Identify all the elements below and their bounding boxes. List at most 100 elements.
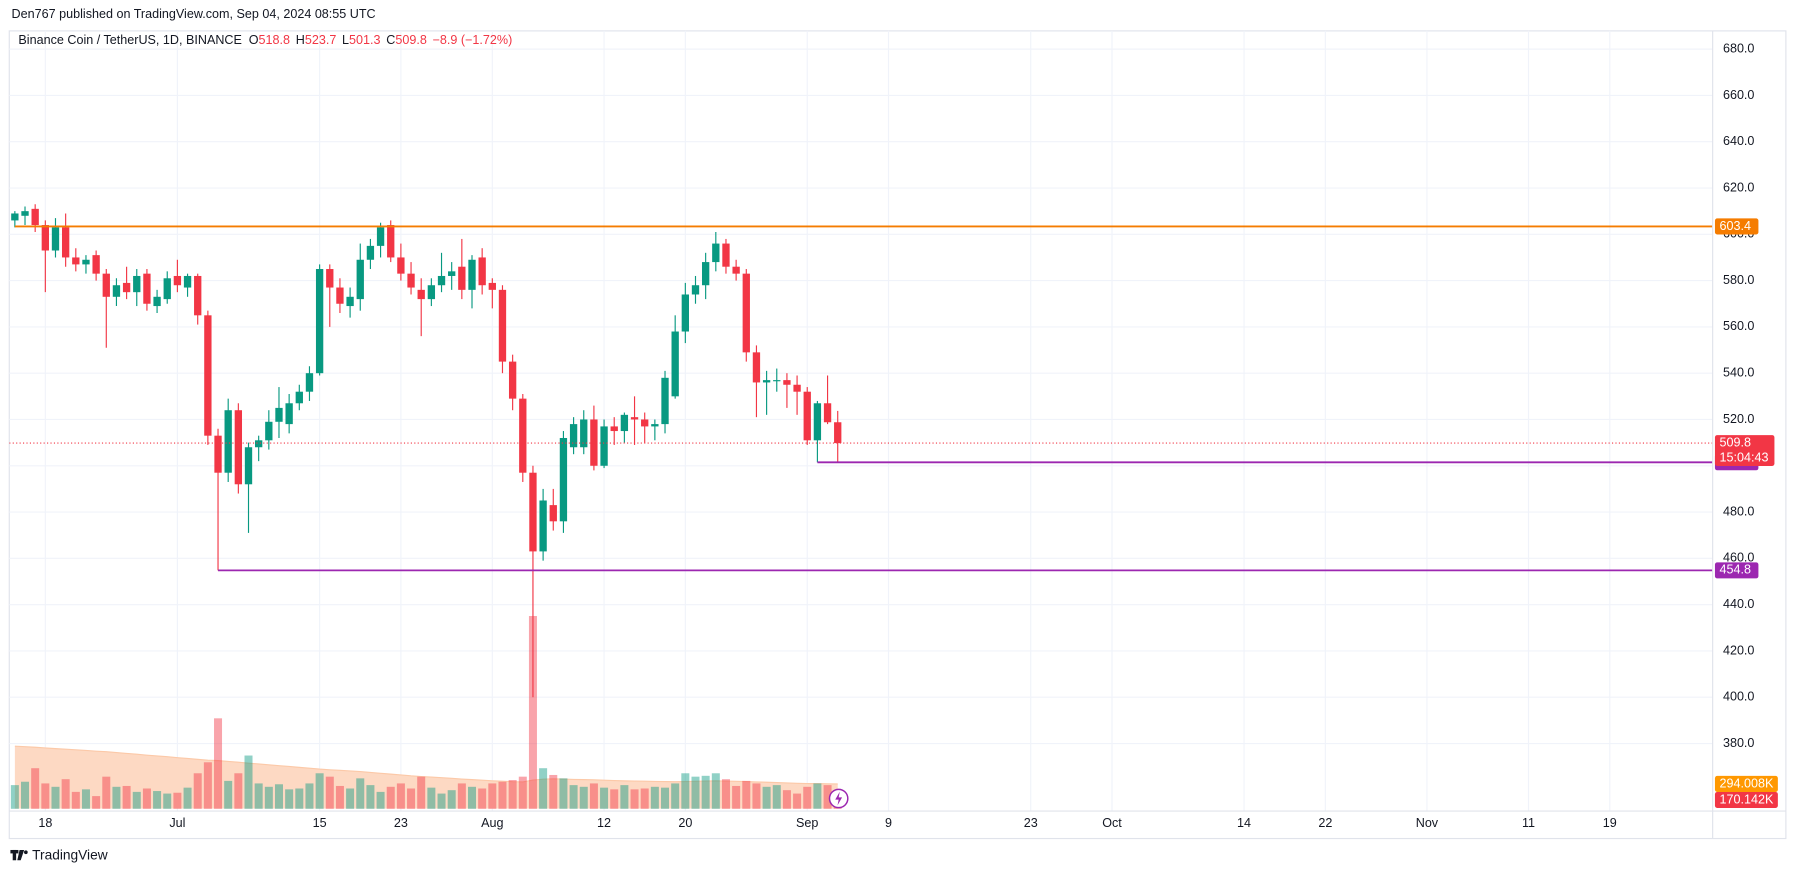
candle-body bbox=[580, 419, 588, 448]
candle-body bbox=[732, 266, 740, 274]
volume-bar bbox=[793, 793, 802, 809]
candle-body bbox=[630, 417, 639, 420]
volume-bar bbox=[457, 783, 466, 809]
x-tick-label: 11 bbox=[1522, 816, 1535, 830]
legend-key: C bbox=[386, 34, 395, 48]
legend-key: O bbox=[249, 34, 259, 48]
candle-body bbox=[122, 282, 131, 293]
x-tick-label: 19 bbox=[1603, 816, 1617, 830]
candle-body bbox=[437, 275, 446, 286]
volume-bar bbox=[244, 755, 253, 809]
volume-bar bbox=[396, 783, 405, 809]
volume-bar bbox=[356, 778, 365, 809]
legend-symbol: Binance Coin / TetherUS, 1D, BINANCE bbox=[18, 34, 241, 48]
volume-bar bbox=[772, 785, 781, 809]
candle-body bbox=[813, 403, 822, 441]
volume-bar bbox=[142, 788, 151, 809]
volume-bar bbox=[630, 789, 639, 809]
x-tick-label: Jul bbox=[169, 816, 185, 830]
candle-body bbox=[468, 259, 476, 290]
volume-bar bbox=[742, 780, 751, 809]
legend-high: 523.7 bbox=[305, 34, 336, 48]
candle-body bbox=[478, 257, 486, 286]
legend-change: −8.9 (−1.72%) bbox=[433, 34, 513, 48]
volume-bar bbox=[102, 776, 111, 809]
grid bbox=[9, 30, 1713, 812]
candle-body bbox=[265, 421, 273, 441]
volume-bar bbox=[41, 783, 50, 809]
x-tick-label: 22 bbox=[1318, 816, 1332, 830]
volume-bar bbox=[153, 791, 162, 809]
volume-bar bbox=[214, 718, 223, 809]
volume-bar bbox=[61, 779, 70, 809]
candle-body bbox=[569, 424, 578, 448]
legend-close: 509.8 bbox=[395, 34, 426, 48]
candle-body bbox=[336, 287, 344, 304]
y-tick-label: 440.0 bbox=[1723, 597, 1754, 611]
candle-body bbox=[315, 269, 324, 374]
volume-bar bbox=[518, 776, 527, 809]
volume-bar bbox=[71, 791, 80, 809]
candle-body bbox=[214, 435, 222, 473]
candle-body bbox=[173, 275, 182, 286]
y-tick-label: 380.0 bbox=[1723, 736, 1754, 750]
candle-body bbox=[82, 259, 90, 265]
volume-bar bbox=[823, 785, 832, 809]
x-tick-label: 23 bbox=[1024, 816, 1038, 830]
volume-bar bbox=[417, 776, 426, 809]
candle-body bbox=[641, 419, 649, 427]
chart-frame bbox=[8, 30, 1787, 840]
volume-bar bbox=[579, 786, 588, 809]
footer-logo bbox=[10, 849, 28, 861]
volume-bar bbox=[488, 783, 497, 809]
volume-bar bbox=[569, 785, 578, 809]
volume-bar bbox=[366, 785, 375, 809]
candle-body bbox=[72, 257, 80, 265]
candle-body bbox=[661, 377, 669, 425]
volume-bar bbox=[315, 773, 324, 809]
candle-body bbox=[112, 285, 121, 297]
candle-body bbox=[92, 255, 100, 274]
candle-body bbox=[752, 352, 761, 383]
volume-bar bbox=[285, 789, 294, 809]
candle-body bbox=[194, 275, 202, 316]
y-tick-label: 480.0 bbox=[1723, 504, 1754, 518]
legend-key: H bbox=[296, 34, 305, 48]
candle-body bbox=[549, 505, 557, 522]
volume-bar bbox=[671, 783, 680, 809]
volume-bar bbox=[467, 786, 477, 809]
y-tick-label: 460.0 bbox=[1723, 551, 1754, 565]
level-tag-label: 603.4 bbox=[1720, 219, 1751, 233]
candle-body bbox=[722, 243, 730, 267]
candle-body bbox=[519, 398, 527, 473]
publisher-line: Den767 published on TradingView.com, Sep… bbox=[12, 7, 376, 21]
legend-key: L bbox=[342, 34, 349, 48]
level-tag-box bbox=[1714, 562, 1759, 579]
candle-body bbox=[529, 472, 537, 552]
volume-ma-tag-label: 294.008K bbox=[1720, 776, 1774, 790]
volume-bar bbox=[122, 785, 131, 809]
volume-bar bbox=[264, 786, 273, 809]
candle-body bbox=[21, 211, 29, 216]
volume-bar bbox=[386, 786, 395, 809]
candle-body bbox=[346, 296, 354, 307]
candle-body bbox=[783, 380, 791, 385]
volume-tag-label: 170.142K bbox=[1720, 792, 1774, 806]
candle-body bbox=[204, 315, 212, 436]
candle-body bbox=[143, 273, 151, 304]
last-price-box bbox=[1714, 435, 1775, 466]
y-tick-label: 420.0 bbox=[1723, 643, 1754, 657]
candle-body bbox=[458, 266, 466, 290]
replay-icon[interactable] bbox=[828, 788, 849, 809]
candle-body bbox=[163, 278, 171, 300]
candle-body bbox=[255, 440, 263, 448]
volume-bar bbox=[752, 783, 761, 809]
volume-bar bbox=[173, 792, 182, 809]
candle-body bbox=[701, 262, 710, 286]
y-tick-label: 400.0 bbox=[1723, 690, 1754, 704]
x-tick-label: 15 bbox=[313, 816, 327, 830]
volume-bar bbox=[183, 787, 192, 809]
volume-bar bbox=[376, 791, 385, 809]
volume-bar bbox=[51, 786, 60, 809]
